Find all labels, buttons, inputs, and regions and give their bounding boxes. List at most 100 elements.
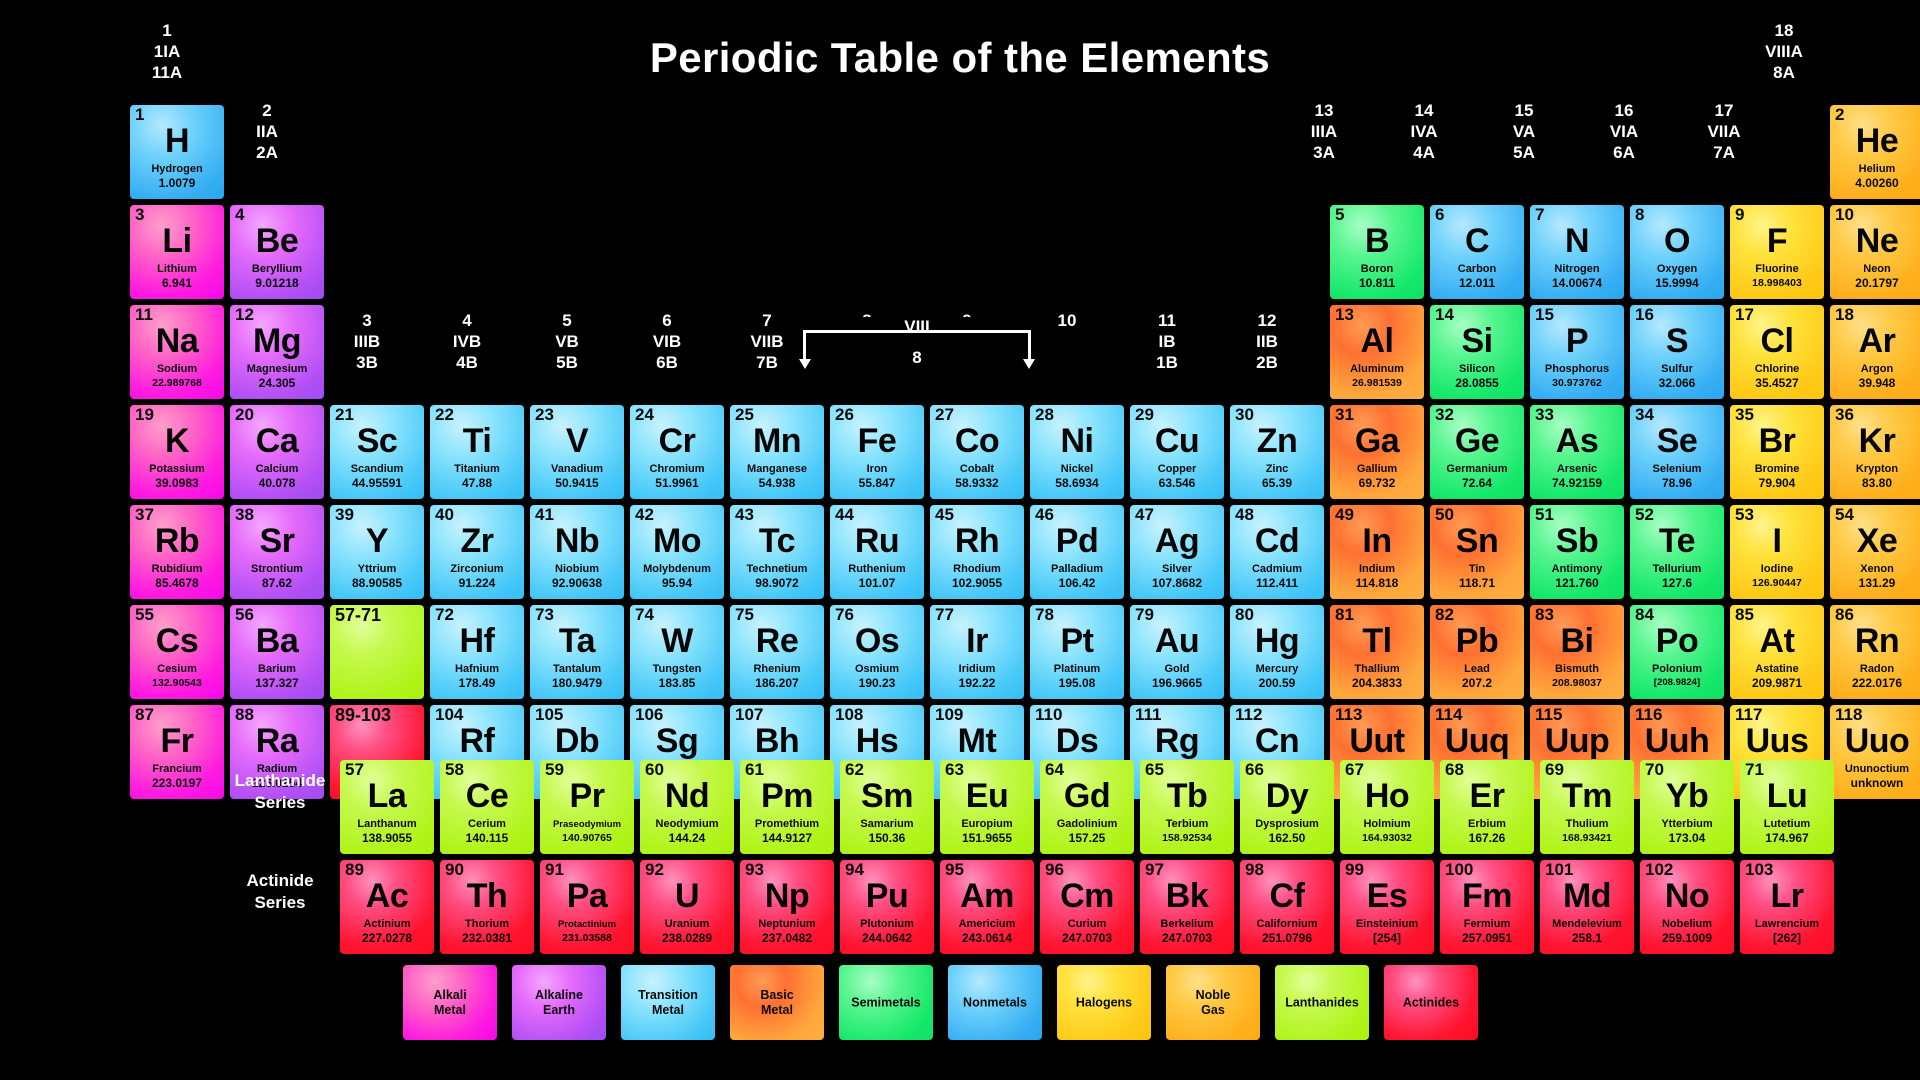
element-cell-Th[interactable]: 90 Th Thorium 232.0381	[440, 860, 534, 954]
element-cell-He[interactable]: 2 He Helium 4.00260	[1830, 105, 1920, 199]
element-cell-Sb[interactable]: 51 Sb Antimony 121.760	[1530, 505, 1624, 599]
element-cell-Pu[interactable]: 94 Pu Plutonium 244.0642	[840, 860, 934, 954]
element-cell-Rn[interactable]: 86 Rn Radon 222.0176	[1830, 605, 1920, 699]
element-cell-Hg[interactable]: 80 Hg Mercury 200.59	[1230, 605, 1324, 699]
element-cell-Ne[interactable]: 10 Ne Neon 20.1797	[1830, 205, 1920, 299]
element-cell-Cu[interactable]: 29 Cu Copper 63.546	[1130, 405, 1224, 499]
element-cell-At[interactable]: 85 At Astatine 209.9871	[1730, 605, 1824, 699]
element-cell-V[interactable]: 23 V Vanadium 50.9415	[530, 405, 624, 499]
element-cell-Cr[interactable]: 24 Cr Chromium 51.9961	[630, 405, 724, 499]
element-cell-Tl[interactable]: 81 Tl Thallium 204.3833	[1330, 605, 1424, 699]
element-cell-O[interactable]: 8 O Oxygen 15.9994	[1630, 205, 1724, 299]
element-cell-Be[interactable]: 4 Be Beryllium 9.01218	[230, 205, 324, 299]
element-cell-Sn[interactable]: 50 Sn Tin 118.71	[1430, 505, 1524, 599]
element-cell-K[interactable]: 19 K Potassium 39.0983	[130, 405, 224, 499]
element-cell-Es[interactable]: 99 Es Einsteinium [254]	[1340, 860, 1434, 954]
element-cell-Ho[interactable]: 67 Ho Holmium 164.93032	[1340, 760, 1434, 854]
legend-item-basic[interactable]: Basic Metal	[730, 965, 824, 1040]
element-cell-F[interactable]: 9 F Fluorine 18.998403	[1730, 205, 1824, 299]
legend-item-lanth[interactable]: Lanthanides	[1275, 965, 1369, 1040]
element-cell-Sc[interactable]: 21 Sc Scandium 44.95591	[330, 405, 424, 499]
element-cell-Ca[interactable]: 20 Ca Calcium 40.078	[230, 405, 324, 499]
element-cell-Sm[interactable]: 62 Sm Samarium 150.36	[840, 760, 934, 854]
element-cell-Ni[interactable]: 28 Ni Nickel 58.6934	[1030, 405, 1124, 499]
element-cell-U[interactable]: 92 U Uranium 238.0289	[640, 860, 734, 954]
element-range-57-71[interactable]: 57-71	[330, 605, 424, 699]
element-cell-Eu[interactable]: 63 Eu Europium 151.9655	[940, 760, 1034, 854]
legend-item-alkali[interactable]: Alkali Metal	[403, 965, 497, 1040]
element-cell-Ta[interactable]: 73 Ta Tantalum 180.9479	[530, 605, 624, 699]
element-cell-Ir[interactable]: 77 Ir Iridium 192.22	[930, 605, 1024, 699]
element-cell-Pd[interactable]: 46 Pd Palladium 106.42	[1030, 505, 1124, 599]
element-cell-Gd[interactable]: 64 Gd Gadolinium 157.25	[1040, 760, 1134, 854]
element-cell-Nd[interactable]: 60 Nd Neodymium 144.24	[640, 760, 734, 854]
element-cell-Uuo[interactable]: 118 Uuo Ununoctium unknown	[1830, 705, 1920, 799]
legend-item-nonmetal[interactable]: Nonmetals	[948, 965, 1042, 1040]
element-cell-Md[interactable]: 101 Md Mendelevium 258.1	[1540, 860, 1634, 954]
element-cell-Al[interactable]: 13 Al Aluminum 26.981539	[1330, 305, 1424, 399]
element-cell-W[interactable]: 74 W Tungsten 183.85	[630, 605, 724, 699]
element-cell-Ar[interactable]: 18 Ar Argon 39.948	[1830, 305, 1920, 399]
element-cell-Lr[interactable]: 103 Lr Lawrencium [262]	[1740, 860, 1834, 954]
element-cell-Er[interactable]: 68 Er Erbium 167.26	[1440, 760, 1534, 854]
element-cell-Pb[interactable]: 82 Pb Lead 207.2	[1430, 605, 1524, 699]
legend-item-actin[interactable]: Actinides	[1384, 965, 1478, 1040]
element-cell-B[interactable]: 5 B Boron 10.811	[1330, 205, 1424, 299]
element-cell-Ge[interactable]: 32 Ge Germanium 72.64	[1430, 405, 1524, 499]
element-cell-Dy[interactable]: 66 Dy Dysprosium 162.50	[1240, 760, 1334, 854]
element-cell-Ce[interactable]: 58 Ce Cerium 140.115	[440, 760, 534, 854]
element-cell-Au[interactable]: 79 Au Gold 196.9665	[1130, 605, 1224, 699]
element-cell-Cf[interactable]: 98 Cf Californium 251.0796	[1240, 860, 1334, 954]
element-cell-Rh[interactable]: 45 Rh Rhodium 102.9055	[930, 505, 1024, 599]
element-cell-In[interactable]: 49 In Indium 114.818	[1330, 505, 1424, 599]
element-cell-Ra[interactable]: 88 Ra Radium 226.0254	[230, 705, 324, 799]
element-cell-S[interactable]: 16 S Sulfur 32.066	[1630, 305, 1724, 399]
element-cell-Cl[interactable]: 17 Cl Chlorine 35.4527	[1730, 305, 1824, 399]
element-cell-Co[interactable]: 27 Co Cobalt 58.9332	[930, 405, 1024, 499]
element-cell-Hf[interactable]: 72 Hf Hafnium 178.49	[430, 605, 524, 699]
element-cell-Cm[interactable]: 96 Cm Curium 247.0703	[1040, 860, 1134, 954]
element-cell-Ti[interactable]: 22 Ti Titanium 47.88	[430, 405, 524, 499]
element-cell-Fe[interactable]: 26 Fe Iron 55.847	[830, 405, 924, 499]
element-cell-La[interactable]: 57 La Lanthanum 138.9055	[340, 760, 434, 854]
element-cell-Pr[interactable]: 59 Pr Praseodymium 140.90765	[540, 760, 634, 854]
element-cell-Po[interactable]: 84 Po Polonium [208.9824]	[1630, 605, 1724, 699]
element-cell-Bk[interactable]: 97 Bk Berkelium 247.0703	[1140, 860, 1234, 954]
element-cell-Tc[interactable]: 43 Tc Technetium 98.9072	[730, 505, 824, 599]
element-cell-Cd[interactable]: 48 Cd Cadmium 112.411	[1230, 505, 1324, 599]
element-cell-Ru[interactable]: 44 Ru Ruthenium 101.07	[830, 505, 924, 599]
element-cell-Pm[interactable]: 61 Pm Promethium 144.9127	[740, 760, 834, 854]
legend-item-noble[interactable]: Noble Gas	[1166, 965, 1260, 1040]
element-cell-Br[interactable]: 35 Br Bromine 79.904	[1730, 405, 1824, 499]
element-cell-Bi[interactable]: 83 Bi Bismuth 208.98037	[1530, 605, 1624, 699]
element-cell-Sr[interactable]: 38 Sr Strontium 87.62	[230, 505, 324, 599]
element-cell-Ga[interactable]: 31 Ga Gallium 69.732	[1330, 405, 1424, 499]
element-cell-Li[interactable]: 3 Li Lithium 6.941	[130, 205, 224, 299]
element-cell-Fm[interactable]: 100 Fm Fermium 257.0951	[1440, 860, 1534, 954]
legend-item-alkaline[interactable]: Alkaline Earth	[512, 965, 606, 1040]
element-cell-Se[interactable]: 34 Se Selenium 78.96	[1630, 405, 1724, 499]
element-cell-Rb[interactable]: 37 Rb Rubidium 85.4678	[130, 505, 224, 599]
element-cell-Lu[interactable]: 71 Lu Lutetium 174.967	[1740, 760, 1834, 854]
element-cell-I[interactable]: 53 I Iodine 126.90447	[1730, 505, 1824, 599]
element-cell-Yb[interactable]: 70 Yb Ytterbium 173.04	[1640, 760, 1734, 854]
element-cell-Zn[interactable]: 30 Zn Zinc 65.39	[1230, 405, 1324, 499]
element-cell-C[interactable]: 6 C Carbon 12.011	[1430, 205, 1524, 299]
element-cell-Y[interactable]: 39 Y Yttrium 88.90585	[330, 505, 424, 599]
element-cell-Ag[interactable]: 47 Ag Silver 107.8682	[1130, 505, 1224, 599]
element-cell-No[interactable]: 102 No Nobelium 259.1009	[1640, 860, 1734, 954]
element-cell-Mo[interactable]: 42 Mo Molybdenum 95.94	[630, 505, 724, 599]
element-cell-Am[interactable]: 95 Am Americium 243.0614	[940, 860, 1034, 954]
element-cell-Np[interactable]: 93 Np Neptunium 237.0482	[740, 860, 834, 954]
element-cell-Pt[interactable]: 78 Pt Platinum 195.08	[1030, 605, 1124, 699]
element-cell-As[interactable]: 33 As Arsenic 74.92159	[1530, 405, 1624, 499]
element-cell-Ba[interactable]: 56 Ba Barium 137.327	[230, 605, 324, 699]
element-cell-Xe[interactable]: 54 Xe Xenon 131.29	[1830, 505, 1920, 599]
element-cell-Kr[interactable]: 36 Kr Krypton 83.80	[1830, 405, 1920, 499]
element-cell-P[interactable]: 15 P Phosphorus 30.973762	[1530, 305, 1624, 399]
element-cell-Tm[interactable]: 69 Tm Thulium 168.93421	[1540, 760, 1634, 854]
element-cell-Zr[interactable]: 40 Zr Zirconium 91.224	[430, 505, 524, 599]
legend-item-semimetal[interactable]: Semimetals	[839, 965, 933, 1040]
element-cell-Os[interactable]: 76 Os Osmium 190.23	[830, 605, 924, 699]
element-cell-Na[interactable]: 11 Na Sodium 22.989768	[130, 305, 224, 399]
